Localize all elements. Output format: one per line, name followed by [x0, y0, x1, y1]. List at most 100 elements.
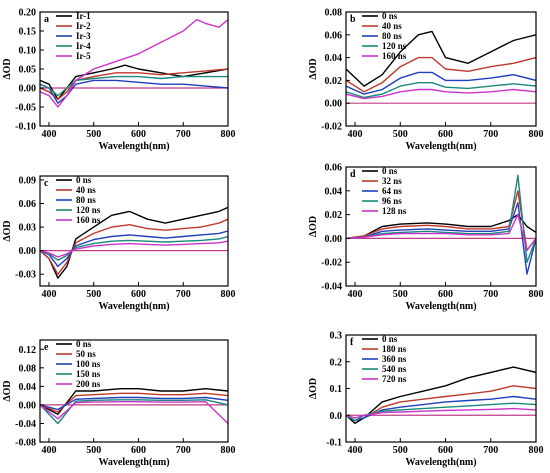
plot-frame — [39, 339, 229, 443]
series-line-5 — [40, 18, 228, 108]
legend-label-1: 0 ns — [382, 11, 398, 21]
plot-frame — [345, 11, 537, 127]
series-group — [40, 18, 228, 108]
panel-label: b — [350, 14, 356, 25]
legend-label-5: 200 ns — [76, 379, 101, 389]
series-line-5 — [40, 240, 228, 258]
x-tick-label: 600 — [131, 129, 146, 140]
x-tick-label: 400 — [41, 445, 56, 456]
legend-label-4: 120 ns — [76, 205, 101, 215]
x-tick-label: 400 — [348, 445, 363, 456]
x-tick-label: 500 — [86, 129, 101, 140]
series-group — [40, 206, 228, 279]
x-axis-label: Wavelength(nm) — [98, 457, 169, 468]
series-line-4 — [40, 399, 228, 425]
plot-frame — [39, 175, 229, 287]
series-line-2 — [346, 190, 536, 252]
y-axis-label: ΔOD — [2, 220, 13, 241]
y-tick-label: 0.00 — [19, 246, 37, 257]
legend-label-4: 96 ns — [382, 196, 402, 206]
y-tick-label: -0.1 — [326, 438, 342, 449]
y-tick-label: 0.1 — [330, 384, 343, 395]
y-tick-label: 0.20 — [19, 8, 37, 19]
legend-label-5: 720 ns — [382, 374, 407, 384]
y-tick-label: -0.02 — [321, 122, 342, 133]
legend-label-5: 160 ns — [382, 51, 407, 61]
x-tick-label: 600 — [438, 129, 453, 140]
y-axis-label: ΔOD — [308, 58, 319, 79]
panel-label: a — [44, 14, 49, 25]
x-tick-label: 500 — [393, 445, 408, 456]
y-axis-label: ΔOD — [308, 378, 319, 399]
series-line-5 — [40, 401, 228, 425]
x-axis-label: Wavelength(nm) — [405, 141, 476, 152]
y-axis-label: ΔOD — [308, 216, 319, 237]
y-tick-label: 0.02 — [325, 210, 343, 221]
series-line-3 — [40, 230, 228, 268]
legend-label-4: 150 ns — [76, 369, 101, 379]
panel-label: d — [350, 169, 356, 180]
x-tick-label: 700 — [483, 445, 498, 456]
legend-label-4: 540 ns — [382, 364, 407, 374]
x-tick-label: 700 — [483, 289, 498, 300]
y-tick-label: 0.3 — [330, 331, 343, 342]
x-tick-label: 600 — [438, 445, 453, 456]
legend-label-1: 0 ns — [76, 339, 92, 349]
x-tick-label: 700 — [176, 445, 191, 456]
panel-b: 400 500 600 700 800 -0.02 0.00 0.02 0.04 0.06 0.08… — [308, 8, 544, 153]
plot-frame — [345, 166, 537, 287]
x-tick-label: 800 — [529, 289, 544, 300]
series-line-1 — [346, 366, 536, 424]
x-tick-label: 800 — [221, 129, 236, 140]
legend-label-2: 32 ns — [382, 176, 402, 186]
series-line-4 — [346, 174, 536, 263]
legend-label-2: 50 ns — [76, 349, 96, 359]
series-group — [346, 366, 536, 424]
x-tick-label: 400 — [41, 129, 56, 140]
y-tick-label: 0.06 — [19, 199, 37, 210]
panel-label: f — [350, 337, 354, 348]
series-line-2 — [40, 218, 228, 275]
legend-label-1: 0 ns — [382, 166, 398, 176]
x-axis-label: Wavelength(nm) — [405, 301, 476, 312]
x-tick-label: 600 — [131, 445, 146, 456]
y-tick-label: 0.09 — [19, 175, 37, 186]
legend-label-1: Ir-1 — [76, 11, 91, 21]
x-tick-label: 500 — [86, 445, 101, 456]
legend-label-3: 100 ns — [76, 359, 101, 369]
legend-label-2: Ir-2 — [76, 21, 91, 31]
panel-a: 400 500 600 700 800 -0.10 -0.05 0.00 0.05 0.10 0.1… — [2, 8, 236, 153]
series-line-3 — [346, 395, 536, 422]
y-tick-label: -0.08 — [15, 438, 36, 449]
y-tick-label: -0.04 — [15, 419, 36, 430]
legend-label-1: 0 ns — [382, 334, 398, 344]
series-line-5 — [346, 88, 536, 100]
x-tick-label: 800 — [529, 445, 544, 456]
series-line-1 — [40, 206, 228, 279]
legend-label-3: 80 ns — [382, 31, 402, 41]
x-tick-label: 400 — [41, 289, 56, 300]
legend-label-3: Ir-3 — [76, 31, 91, 41]
y-tick-label: 0.06 — [325, 163, 343, 174]
y-axis-label: ΔOD — [2, 58, 13, 79]
x-tick-label: 800 — [529, 129, 544, 140]
y-tick-label: 0.0 — [330, 411, 343, 422]
x-tick-label: 400 — [348, 289, 363, 300]
legend-label-2: 180 ns — [382, 344, 407, 354]
panel-c: 400 500 600 700 800 -0.03 0.00 0.03 0.06 0.09 Wave… — [2, 175, 236, 312]
y-axis-label: ΔOD — [2, 380, 13, 401]
legend-label-3: 80 ns — [76, 195, 96, 205]
legend-label-4: 120 ns — [382, 41, 407, 51]
x-tick-label: 800 — [221, 289, 236, 300]
y-tick-label: 0.03 — [19, 223, 37, 234]
series-line-1 — [346, 30, 536, 87]
y-tick-label: -0.05 — [15, 103, 36, 114]
series-line-4 — [346, 81, 536, 99]
y-tick-label: -0.03 — [15, 270, 36, 281]
x-tick-label: 500 — [393, 129, 408, 140]
series-line-5 — [346, 213, 536, 252]
y-tick-label: 0.00 — [19, 84, 37, 95]
series-line-4 — [40, 235, 228, 261]
series-line-4 — [346, 402, 536, 422]
